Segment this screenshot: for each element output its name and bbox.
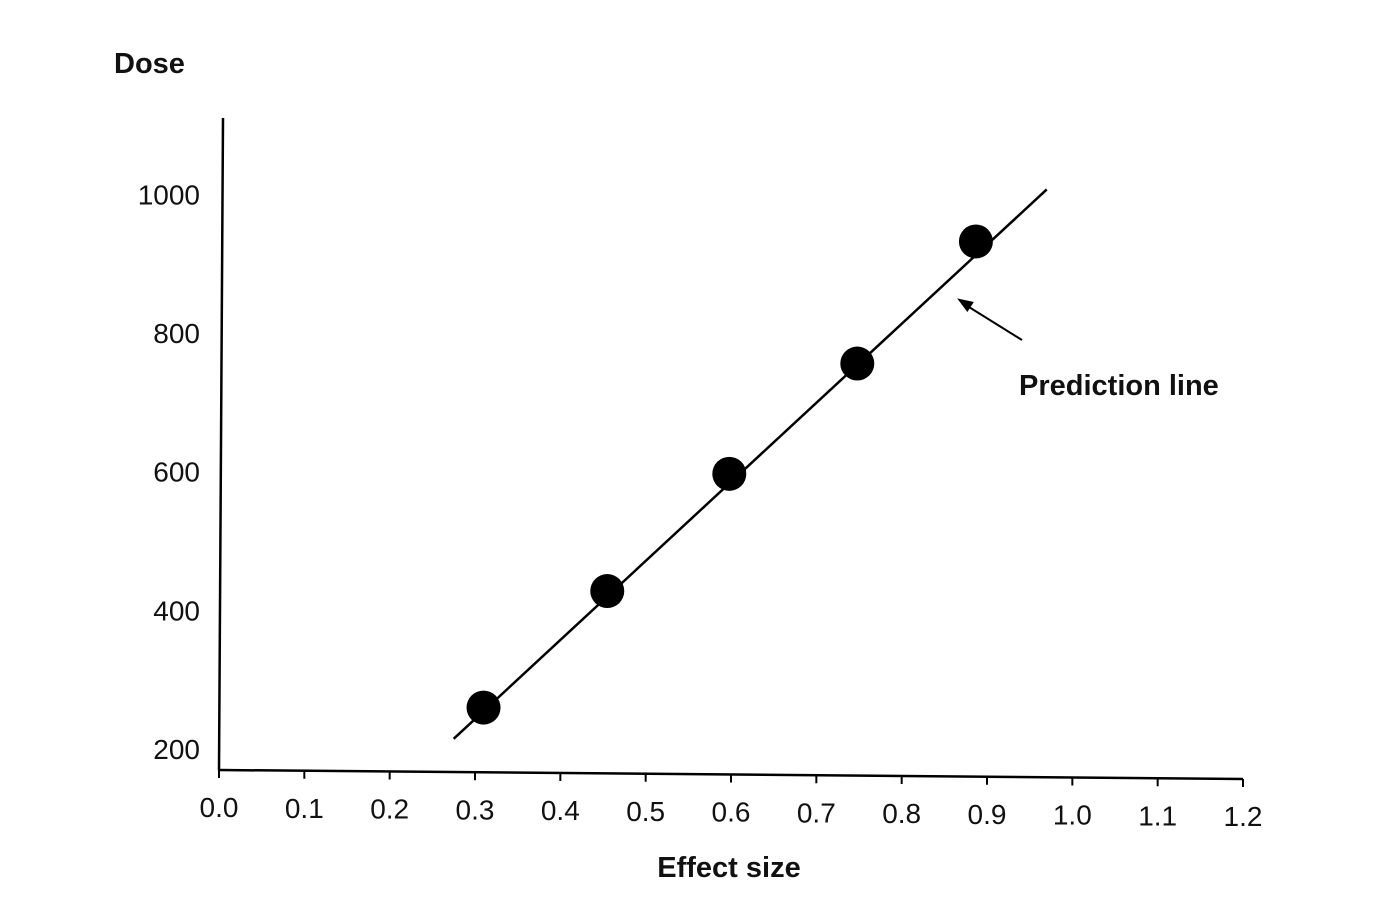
x-tick-label: 1.1 [1138,800,1177,831]
axes [217,117,1244,781]
data-point [590,574,625,609]
x-tick-label: 0.2 [370,794,409,825]
data-point [958,224,993,259]
x-tick-label: 0.6 [712,797,751,828]
annotation-label: Prediction line [1019,370,1219,402]
prediction-line [452,188,1048,740]
annotation-arrow-shaft [962,302,1023,341]
y-ticks: 200 400 600 800 1000 [138,179,200,765]
annotation-arrow-head [957,298,974,313]
x-axis-title: Effect size [657,852,800,884]
x-tick-label: 0.5 [626,796,665,827]
x-tick-label: 0.1 [285,793,324,824]
x-ticks: 0.0 0.1 0.2 0.3 0.4 0.5 0.6 0.7 0.8 0.9 1.0 1.1 1.2 [200,770,1263,832]
x-tick-label: 0.4 [541,795,580,826]
x-tick-label: 1.2 [1224,801,1263,832]
y-tick-label: 1000 [138,179,200,210]
x-tick-label: 0.3 [456,794,495,825]
annotation: Prediction line [957,298,1219,402]
series [452,188,1048,740]
x-tick-label: 0.8 [882,798,921,829]
x-tick-label: 0.7 [797,797,836,828]
x-tick-label: 0.9 [968,799,1007,830]
x-tick-label: 0.0 [200,792,239,823]
data-point [840,346,875,381]
y-tick-label: 600 [153,457,200,488]
y-tick-label: 200 [153,734,200,765]
data-point [712,456,747,491]
data-point [466,690,501,725]
y-axis-line [217,117,225,771]
y-tick-label: 400 [153,595,200,626]
x-tick-label: 1.0 [1053,800,1092,831]
y-tick-label: 800 [153,318,200,349]
y-axis-title: Dose [114,48,185,80]
